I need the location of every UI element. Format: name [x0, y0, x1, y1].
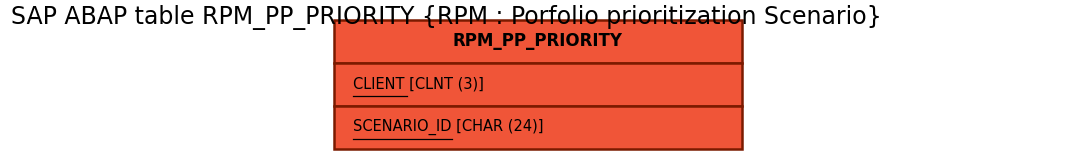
Text: SCENARIO_ID [CHAR (24)]: SCENARIO_ID [CHAR (24)]: [353, 119, 543, 135]
Bar: [334, 20, 742, 63]
Bar: [334, 63, 742, 106]
Bar: [334, 106, 742, 148]
Text: RPM_PP_PRIORITY: RPM_PP_PRIORITY: [453, 32, 623, 50]
Text: SAP ABAP table RPM_PP_PRIORITY {RPM : Porfolio prioritization Scenario}: SAP ABAP table RPM_PP_PRIORITY {RPM : Po…: [11, 5, 881, 30]
Text: CLIENT [CLNT (3)]: CLIENT [CLNT (3)]: [353, 77, 484, 92]
